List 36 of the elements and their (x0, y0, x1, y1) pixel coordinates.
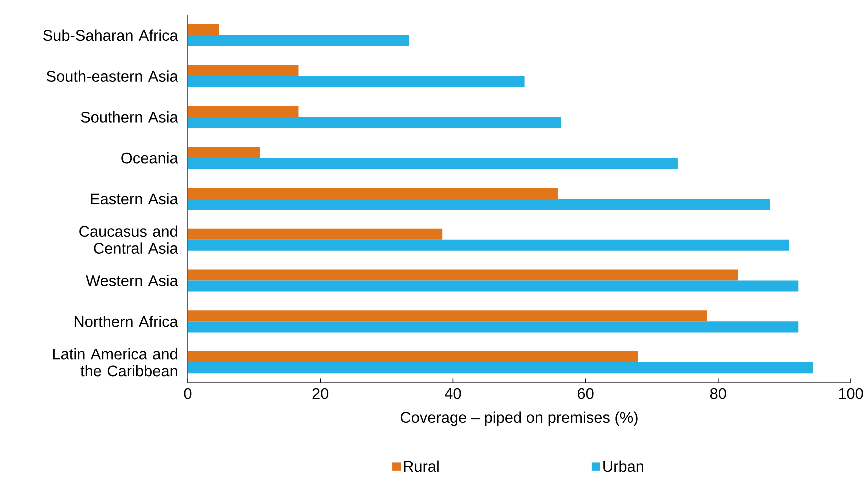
y-tick-label: Sub-Saharan Africa (43, 30, 178, 42)
bar (188, 322, 799, 333)
legend-label: Urban (604, 460, 644, 472)
y-tick-label: Western Asia (86, 275, 178, 286)
bar (188, 158, 678, 170)
y-tick-label: Eastern Asia (91, 193, 178, 205)
bar (188, 352, 638, 363)
x-tick-label: 0 (184, 388, 192, 400)
bar (188, 35, 410, 46)
bar (188, 117, 562, 128)
x-tick-label: 80 (710, 388, 726, 400)
y-tick-label: South-eastern Asia (46, 70, 178, 82)
y-tick-label: Northern Africa (74, 316, 178, 328)
bar (188, 280, 799, 292)
x-tick-label: 20 (312, 388, 329, 400)
x-tick-label: 60 (578, 388, 594, 400)
bar (188, 270, 738, 281)
bar (188, 228, 443, 240)
y-tick-label: Latin America and the Caribbean (54, 348, 178, 377)
x-tick-label: 40 (444, 388, 462, 400)
bar (188, 147, 260, 158)
y-tick-label: Oceania (122, 152, 178, 164)
bar (188, 310, 708, 322)
bar (188, 65, 299, 76)
legend-label: Rural (404, 460, 439, 472)
y-tick-label: Caucasus and Central Asia (80, 226, 178, 254)
bar (188, 198, 770, 210)
x-tick-label: 100 (839, 388, 864, 400)
y-tick-label: Southern Asia (81, 112, 178, 123)
bar (188, 24, 220, 36)
bar (188, 106, 299, 118)
bar (188, 240, 790, 251)
bar (188, 188, 558, 199)
bar (188, 362, 814, 374)
x-axis-title: Coverage – piped on premises (%) (400, 412, 638, 426)
bar (188, 76, 525, 88)
